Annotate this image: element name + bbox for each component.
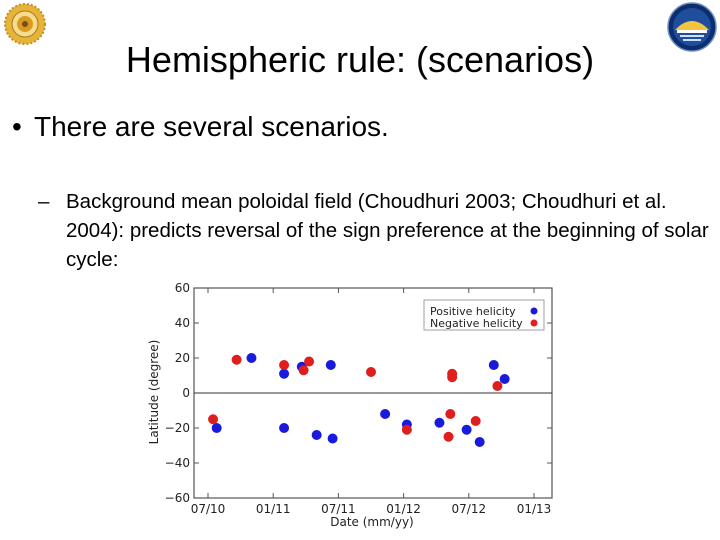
observatory-emblem-icon <box>667 2 717 52</box>
sub-bullet-item: – Background mean poloidal field (Choudh… <box>38 187 710 274</box>
seal-rays <box>4 3 46 45</box>
negative-helicity-point <box>443 431 454 442</box>
y-axis: 60 40 20 0 −20 −40 −60 <box>165 281 552 505</box>
positive-helicity-point <box>488 360 499 370</box>
negative-helicity-point <box>401 424 412 435</box>
positive-helicity-point <box>279 368 290 379</box>
negative-helicity-point <box>447 372 458 383</box>
x-tick-label: 07/10 <box>191 502 226 516</box>
y-tick-label: 60 <box>175 281 190 295</box>
x-tick-label: 01/13 <box>517 502 552 516</box>
bullet-text: There are several scenarios. <box>34 111 389 142</box>
positive-helicity-point <box>325 360 336 370</box>
legend-box <box>423 299 545 331</box>
legend-marker <box>530 319 538 327</box>
positive-helicity-point <box>461 424 472 435</box>
negative-helicity-point <box>470 416 481 426</box>
y-tick-label: −40 <box>165 456 190 470</box>
sub-bullet-text: Background mean poloidal field (Choudhur… <box>66 190 709 271</box>
x-tick-label: 07/12 <box>452 502 487 516</box>
positive-helicity-point <box>434 417 445 428</box>
positive-helicity-point <box>211 423 222 433</box>
y-axis-label: Latitude (degree) <box>147 340 161 445</box>
positive-helicity-point <box>246 353 257 363</box>
x-tick-label: 07/11 <box>321 502 356 516</box>
negative-helicity-point <box>366 367 376 377</box>
legend-marker <box>530 307 538 315</box>
sub-bullet-marker: – <box>38 190 50 213</box>
y-tick-label: 20 <box>175 351 190 365</box>
negative-helicity-point <box>492 381 503 391</box>
x-axis: 07/10 01/11 07/11 01/12 07/12 01/13 <box>191 288 552 516</box>
y-tick-label: −20 <box>165 421 190 435</box>
positive-helicity-point <box>499 374 510 384</box>
y-tick-label: −60 <box>165 491 190 505</box>
legend-label: Negative helicity <box>430 317 523 330</box>
negative-helicity-point <box>231 354 242 365</box>
positive-helicity-point <box>327 433 338 444</box>
institute-seal-icon <box>4 3 46 45</box>
negative-helicity-point <box>445 409 456 419</box>
negative-helicity-point <box>208 414 219 425</box>
legend-label: Positive helicity <box>430 305 516 318</box>
negative-helicity-point <box>279 360 290 370</box>
bullet-marker: • <box>12 111 22 142</box>
x-tick-label: 01/12 <box>386 502 421 516</box>
y-tick-label: 40 <box>175 316 190 330</box>
negative-helicity-point <box>298 365 309 376</box>
bullet-item: • There are several scenarios. <box>12 110 389 144</box>
positive-helicity-point <box>311 430 322 440</box>
x-tick-label: 01/11 <box>256 502 291 516</box>
data-points <box>208 353 510 447</box>
positive-helicity-point <box>279 423 290 433</box>
positive-helicity-point <box>380 409 391 419</box>
negative-helicity-point <box>304 356 315 367</box>
positive-helicity-point <box>474 437 485 447</box>
slide-title: Hemispheric rule: (scenarios) <box>125 39 595 80</box>
x-axis-label: Date (mm/yy) <box>330 515 413 529</box>
y-tick-label: 0 <box>182 386 190 400</box>
